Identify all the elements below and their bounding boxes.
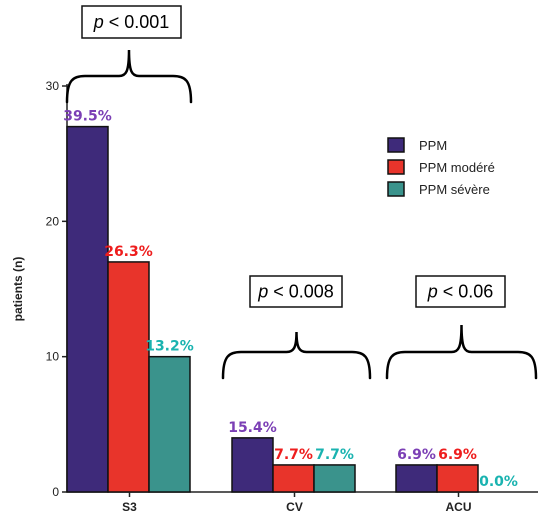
legend-label: PPM modéré — [419, 160, 495, 175]
x-tick-label: S3 — [122, 500, 137, 514]
significance-brace — [385, 324, 538, 380]
legend-label: PPM sévère — [419, 182, 490, 197]
data-label: 39.5% — [63, 109, 112, 125]
bar — [272, 464, 315, 493]
y-tick-label: 0 — [52, 485, 59, 499]
data-label: 7.7% — [274, 447, 313, 463]
bar — [231, 437, 274, 493]
pvalue-text: p < 0.008 — [257, 282, 334, 302]
bar — [107, 261, 150, 493]
data-label: 13.2% — [145, 339, 194, 355]
pvalue-value: < 0.06 — [443, 282, 494, 302]
pvalue-value: < 0.008 — [273, 282, 334, 302]
data-label: 6.9% — [438, 447, 477, 463]
y-tick-label: 30 — [46, 79, 60, 93]
data-label: 7.7% — [315, 447, 354, 463]
pvalue-text: p < 0.001 — [93, 12, 170, 32]
pvalue-symbol: p — [257, 282, 273, 302]
data-label: 6.9% — [397, 447, 436, 463]
bar — [313, 464, 356, 493]
data-label: 26.3% — [104, 244, 153, 260]
data-label: 0.0% — [479, 474, 518, 490]
bar — [436, 464, 479, 493]
y-tick-label: 10 — [46, 350, 60, 364]
pvalue-box — [415, 275, 506, 308]
pvalue-symbol: p — [427, 282, 443, 302]
y-axis-title: patients (n) — [11, 257, 25, 322]
pvalue-text: p < 0.06 — [427, 282, 494, 302]
x-tick-label: CV — [286, 500, 303, 514]
significance-brace — [65, 49, 193, 104]
pvalue-value: < 0.001 — [109, 12, 170, 32]
data-label: 15.4% — [228, 420, 277, 436]
pvalue-box — [81, 5, 182, 39]
legend-swatch — [387, 181, 405, 197]
pvalue-symbol: p — [93, 12, 109, 32]
x-tick-label: ACU — [446, 500, 472, 514]
bar — [148, 355, 191, 493]
bar — [66, 125, 109, 493]
legend-swatch — [387, 137, 405, 153]
legend-swatch — [387, 159, 405, 175]
legend-label: PPM — [419, 138, 447, 153]
pvalue-box — [249, 275, 343, 308]
significance-brace — [221, 331, 372, 380]
bar — [395, 464, 438, 493]
y-tick-label: 20 — [46, 214, 60, 228]
